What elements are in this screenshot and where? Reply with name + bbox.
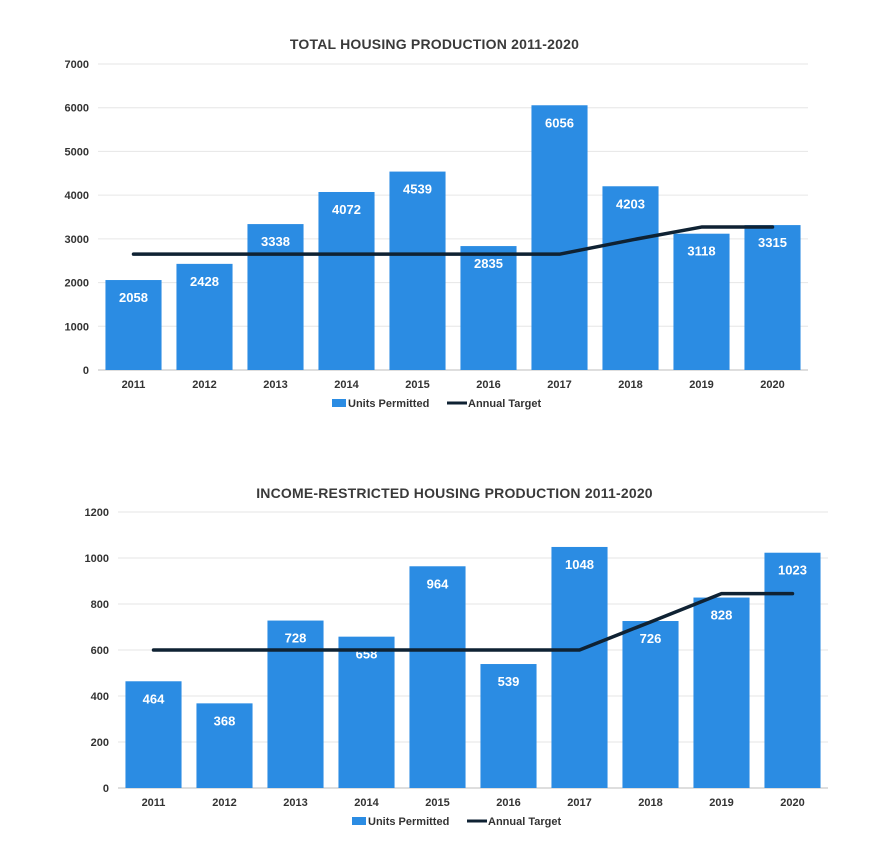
y-tick-label: 1000 xyxy=(85,553,109,565)
x-tick-label: 2016 xyxy=(496,797,520,809)
y-tick-label: 800 xyxy=(91,599,109,611)
bar-value-label: 3315 xyxy=(758,235,787,250)
x-tick-label: 2017 xyxy=(567,797,591,809)
total-housing-chart: TOTAL HOUSING PRODUCTION 2011-2020 0 1000… xyxy=(0,0,893,430)
annual-target-line xyxy=(151,591,795,652)
x-tick-label: 2015 xyxy=(405,379,429,391)
bar-value-label: 3338 xyxy=(261,234,290,249)
x-tick-label: 2017 xyxy=(547,379,571,391)
y-tick-label: 400 xyxy=(91,691,109,703)
legend-swatch-bar xyxy=(332,399,346,407)
bar xyxy=(460,246,517,370)
legend: Units Permitted Annual Target xyxy=(332,398,541,410)
bar xyxy=(531,105,588,370)
bar-value-label: 464 xyxy=(143,691,165,706)
bar xyxy=(176,263,233,370)
bar-value-label: 828 xyxy=(711,608,733,623)
bar-value-label: 368 xyxy=(214,713,236,728)
y-tick-label: 2000 xyxy=(65,278,89,290)
legend-label-units-permitted: Units Permitted xyxy=(348,398,429,410)
bar-value-label: 728 xyxy=(285,631,307,646)
annual-target-line xyxy=(131,225,775,256)
y-tick-label: 0 xyxy=(83,365,89,377)
x-tick-label: 2011 xyxy=(142,797,166,809)
bar xyxy=(409,566,466,788)
bar-value-label: 2835 xyxy=(474,256,503,271)
x-tick-label: 2012 xyxy=(212,797,236,809)
x-tick-label: 2016 xyxy=(476,379,500,391)
bar-value-label: 4203 xyxy=(616,196,645,211)
bar xyxy=(744,225,801,370)
bar-value-label: 4072 xyxy=(332,202,361,217)
bar xyxy=(602,186,659,370)
legend-swatch-bar xyxy=(352,817,366,825)
bar xyxy=(673,233,730,370)
x-tick-label: 2020 xyxy=(780,797,804,809)
x-tick-label: 2019 xyxy=(709,797,733,809)
y-tick-label: 1200 xyxy=(85,507,109,519)
bar xyxy=(622,621,679,788)
legend: Units Permitted Annual Target xyxy=(352,816,561,828)
x-tick-label: 2012 xyxy=(192,379,216,391)
bar-value-label: 2058 xyxy=(119,290,148,305)
x-tick-label: 2020 xyxy=(760,379,784,391)
x-tick-label: 2015 xyxy=(425,797,449,809)
bar xyxy=(389,171,446,370)
income-restricted-housing-chart: INCOME-RESTRICTED HOUSING PRODUCTION 201… xyxy=(0,470,893,863)
x-tick-label: 2013 xyxy=(263,379,287,391)
x-tick-label: 2018 xyxy=(638,797,662,809)
bar-value-label: 726 xyxy=(640,631,662,646)
legend-label-annual-target: Annual Target xyxy=(488,816,561,828)
chart-canvas: 0 1000 2000 3000 4000 5000 6000 7000 2058 2011 242… xyxy=(65,59,808,410)
bar xyxy=(196,703,253,788)
y-tick-label: 600 xyxy=(91,645,109,657)
bar-value-label: 2428 xyxy=(190,274,219,289)
bar-value-label: 1023 xyxy=(778,563,807,578)
y-tick-label: 200 xyxy=(91,737,109,749)
x-tick-label: 2013 xyxy=(283,797,307,809)
bar-value-label: 4539 xyxy=(403,182,432,197)
bar xyxy=(480,664,537,788)
y-tick-label: 7000 xyxy=(65,59,89,71)
y-tick-label: 1000 xyxy=(65,321,89,333)
y-tick-label: 3000 xyxy=(65,234,89,246)
bar-value-label: 6056 xyxy=(545,115,574,130)
x-tick-label: 2019 xyxy=(689,379,713,391)
chart-title: TOTAL HOUSING PRODUCTION 2011-2020 xyxy=(289,36,580,52)
x-tick-label: 2018 xyxy=(618,379,642,391)
y-tick-label: 5000 xyxy=(65,146,89,158)
legend-label-annual-target: Annual Target xyxy=(468,398,541,410)
bar xyxy=(693,597,750,788)
bar xyxy=(338,636,395,788)
bar xyxy=(267,620,324,788)
y-tick-label: 6000 xyxy=(65,103,89,115)
y-tick-label: 0 xyxy=(103,783,109,795)
x-tick-label: 2014 xyxy=(354,797,379,809)
chart-canvas: 0 200 400 600 800 1000 1200 464 2011 368 2012 728 20… xyxy=(85,507,828,828)
bar xyxy=(247,224,304,370)
x-tick-label: 2014 xyxy=(334,379,359,391)
bar xyxy=(551,546,608,788)
bar-value-label: 3118 xyxy=(687,244,715,259)
bar xyxy=(105,280,162,370)
x-tick-label: 2011 xyxy=(122,379,146,391)
bar xyxy=(125,681,182,788)
chart-title: INCOME-RESTRICTED HOUSING PRODUCTION 201… xyxy=(256,485,653,501)
bar xyxy=(318,191,375,370)
bar-value-label: 539 xyxy=(498,674,520,689)
bar xyxy=(764,552,821,788)
bar-value-label: 964 xyxy=(427,576,449,591)
legend-label-units-permitted: Units Permitted xyxy=(368,816,449,828)
bar-value-label: 1048 xyxy=(565,557,594,572)
y-tick-label: 4000 xyxy=(65,190,89,202)
